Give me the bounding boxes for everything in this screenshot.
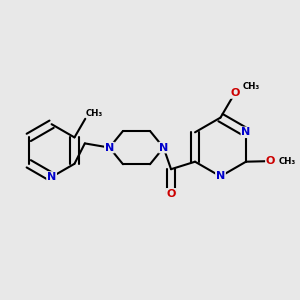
Text: N: N	[241, 127, 250, 137]
Text: N: N	[47, 172, 56, 182]
Text: N: N	[159, 142, 168, 153]
Text: CH₃: CH₃	[86, 109, 103, 118]
Text: O: O	[230, 88, 240, 98]
Text: O: O	[167, 189, 176, 199]
Text: O: O	[266, 156, 275, 166]
Text: N: N	[216, 171, 225, 182]
Text: N: N	[105, 142, 114, 153]
Text: CH₃: CH₃	[278, 157, 296, 166]
Text: CH₃: CH₃	[243, 82, 260, 91]
